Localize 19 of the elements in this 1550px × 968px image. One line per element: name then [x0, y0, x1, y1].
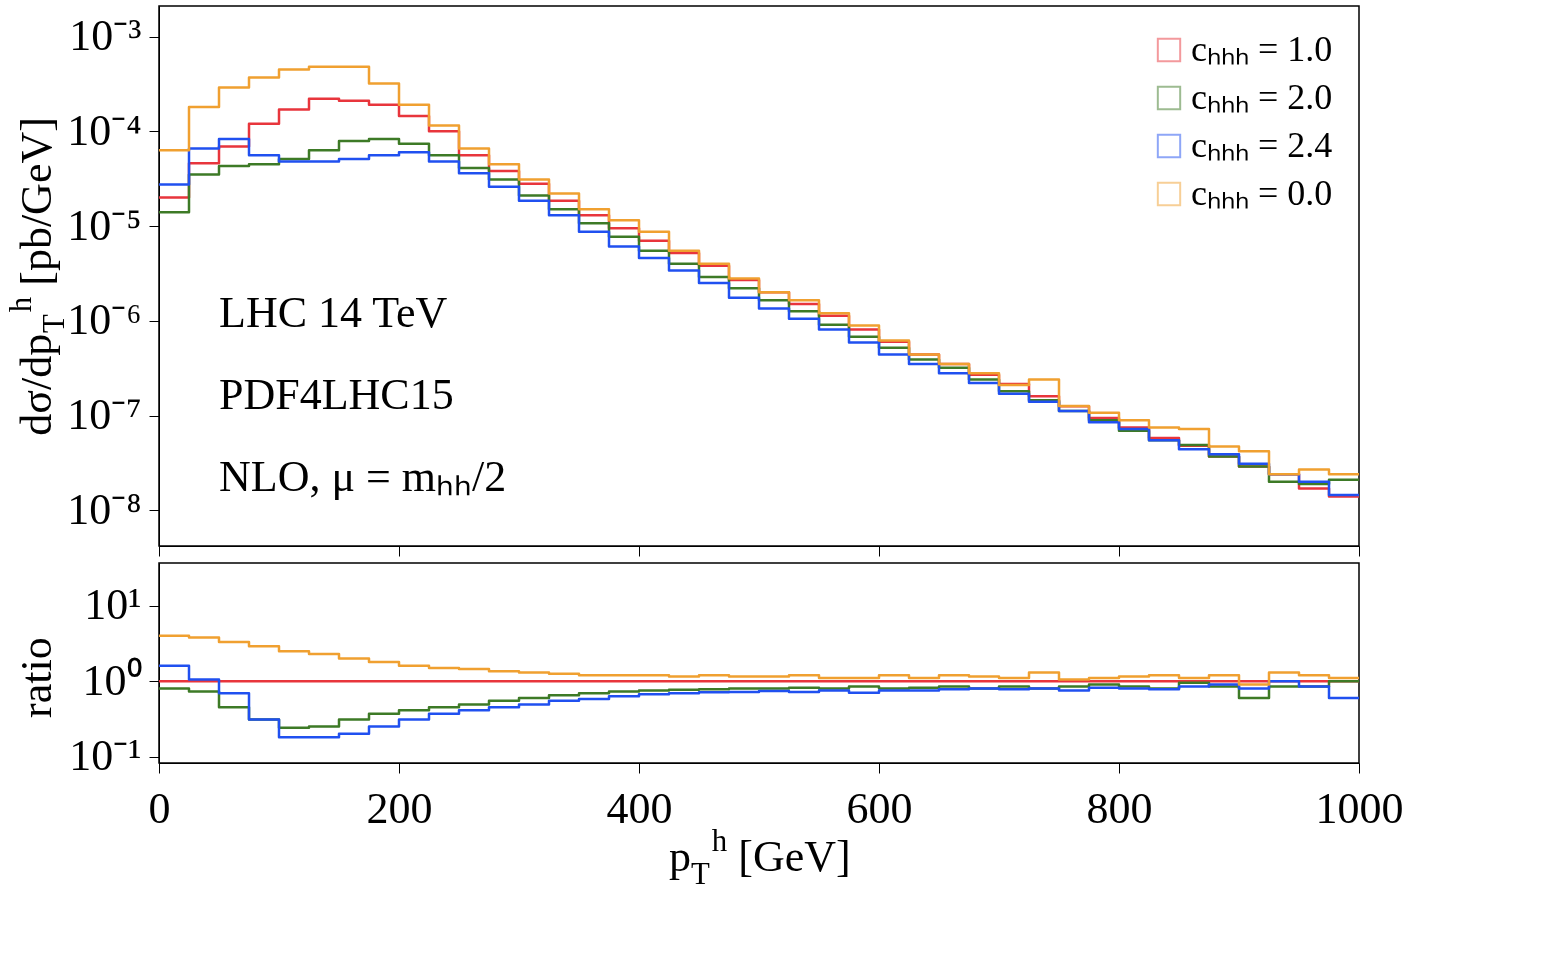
legend-label: cₕₕₕ = 2.4 — [1191, 125, 1333, 165]
y-axis-title: ratio — [12, 637, 61, 718]
x-tick-label: 600 — [846, 783, 913, 833]
legend-label: cₕₕₕ = 2.0 — [1191, 77, 1333, 117]
x-tick-label: 400 — [606, 783, 673, 833]
annotation: NLO, μ = mₕₕ/2 — [219, 451, 507, 501]
annotation: PDF4LHC15 — [219, 369, 454, 419]
y-tick-label: 10⁻³ — [69, 11, 142, 61]
legend-label: cₕₕₕ = 1.0 — [1191, 29, 1333, 69]
x-tick-label: 1000 — [1315, 783, 1404, 833]
y-tick-label: 10⁰ — [82, 655, 142, 705]
y-tick-label: 10⁻⁸ — [67, 484, 142, 534]
x-tick-label: 200 — [366, 783, 433, 833]
y-tick-label: 10⁻¹ — [69, 731, 142, 781]
x-tick-label: 0 — [148, 783, 171, 833]
annotation: LHC 14 TeV — [219, 287, 448, 337]
legend-label: cₕₕₕ = 0.0 — [1191, 173, 1333, 213]
y-tick-label: 10¹ — [84, 580, 142, 630]
x-tick-label: 800 — [1086, 783, 1153, 833]
